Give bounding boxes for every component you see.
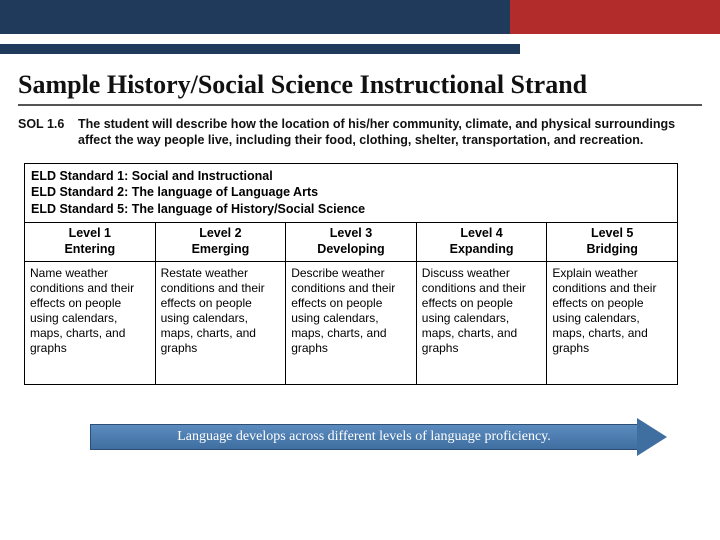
content-area: Sample History/Social Science Instructio… [18,70,702,385]
level-num: Level 2 [158,226,284,242]
level-header-5: Level 5 Bridging [547,223,677,261]
arrow-body: Language develops across different level… [90,424,638,450]
header-blue-underbar [0,44,520,54]
page-title: Sample History/Social Science Instructio… [18,70,702,106]
desc-cell-1: Name weather conditions and their effect… [25,262,156,384]
levels-header-row: Level 1 Entering Level 2 Emerging Level … [25,223,677,262]
desc-cell-5: Explain weather conditions and their eff… [547,262,677,384]
sol-text: The student will describe how the locati… [78,116,702,149]
level-name: Bridging [549,242,675,258]
desc-cell-3: Describe weather conditions and their ef… [286,262,417,384]
standards-grid: ELD Standard 1: Social and Instructional… [24,163,678,386]
desc-cell-2: Restate weather conditions and their eff… [156,262,287,384]
header-white-gap [0,34,720,44]
eld-standards-cell: ELD Standard 1: Social and Instructional… [25,164,677,224]
descriptions-row: Name weather conditions and their effect… [25,262,677,384]
level-header-2: Level 2 Emerging [156,223,287,261]
level-header-1: Level 1 Entering [25,223,156,261]
header-blue-block [0,0,510,34]
level-name: Emerging [158,242,284,258]
eld-line-3: ELD Standard 5: The language of History/… [31,201,671,218]
level-num: Level 3 [288,226,414,242]
eld-line-2: ELD Standard 2: The language of Language… [31,184,671,201]
sol-standard-row: SOL 1.6 The student will describe how th… [18,116,702,149]
level-header-3: Level 3 Developing [286,223,417,261]
level-name: Entering [27,242,153,258]
arrow-text: Language develops across different level… [177,429,551,445]
sol-label: SOL 1.6 [18,116,78,149]
eld-line-1: ELD Standard 1: Social and Instructional [31,168,671,185]
level-header-4: Level 4 Expanding [417,223,548,261]
desc-cell-4: Discuss weather conditions and their eff… [417,262,548,384]
level-name: Developing [288,242,414,258]
level-name: Expanding [419,242,545,258]
level-num: Level 4 [419,226,545,242]
arrow-head-icon [637,418,667,456]
level-num: Level 1 [27,226,153,242]
level-num: Level 5 [549,226,675,242]
proficiency-arrow: Language develops across different level… [90,418,670,456]
